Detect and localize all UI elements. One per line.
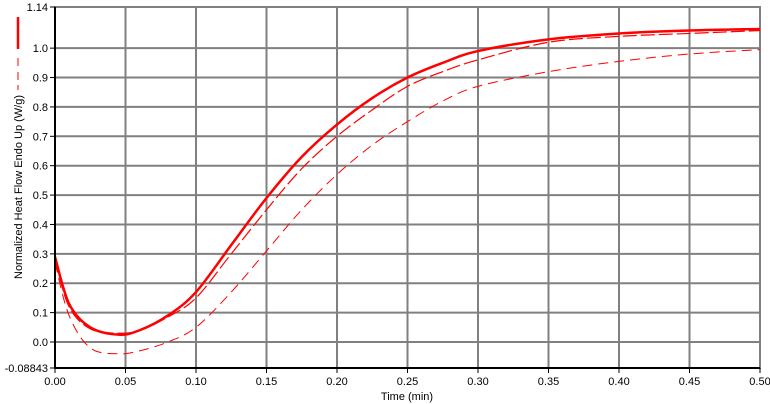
series-line-long-dash — [54, 29, 761, 334]
y-tick-label: 0.5 — [33, 190, 48, 202]
y-tick-label: 0.2 — [33, 278, 48, 290]
y-tick-label: 0.9 — [33, 73, 48, 85]
x-tick-label: 0.35 — [538, 376, 559, 388]
y-tick-label: 0.0 — [33, 337, 48, 349]
x-tick-label: 0.10 — [185, 376, 206, 388]
x-tick-label: 0.15 — [256, 376, 277, 388]
y-tick-label: 0.6 — [33, 161, 48, 173]
x-tick-label: 0.30 — [467, 376, 488, 388]
y-tick-label: 0.4 — [33, 219, 48, 231]
y-tick-label: 0.7 — [33, 131, 48, 143]
axes: 0.00 0.05 0.10 0.15 0.20 0.25 0.30 0.35 0.40 0.45… — [5, 2, 770, 388]
series-line-solid — [53, 27, 761, 336]
x-tick-label: 0.50 — [749, 376, 770, 388]
grid — [54, 6, 761, 369]
y-tick-label: 1.14 — [27, 2, 48, 14]
series-group — [53, 27, 761, 355]
y-tick-label: 0.8 — [33, 102, 48, 114]
x-tick-label: 0.45 — [679, 376, 700, 388]
x-tick-label: 0.20 — [326, 376, 347, 388]
x-tick-label: 0.40 — [608, 376, 629, 388]
y-tick-label: -0.08843 — [5, 363, 48, 375]
x-axis-label: Time (min) — [381, 391, 433, 403]
x-tick-label: 0.00 — [44, 376, 65, 388]
x-tick-label: 0.25 — [397, 376, 418, 388]
y-tick-label: 0.3 — [33, 249, 48, 261]
y-tick-label: 0.1 — [33, 308, 48, 320]
y-axis-label: Normalized Heat Flow Endo Up (W/g) — [13, 95, 25, 279]
x-tick-label: 0.05 — [115, 376, 136, 388]
y-tick-label: 1.0 — [33, 43, 48, 55]
series-line-short-dash — [54, 49, 761, 355]
